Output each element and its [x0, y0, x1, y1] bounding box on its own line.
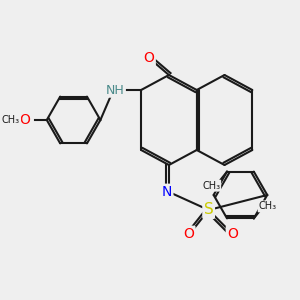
- Text: O: O: [144, 51, 154, 65]
- Text: O: O: [20, 113, 30, 127]
- Text: S: S: [204, 202, 214, 217]
- Text: N: N: [162, 185, 172, 199]
- Text: O: O: [227, 227, 238, 241]
- Text: O: O: [183, 227, 194, 241]
- Text: CH₃: CH₃: [2, 115, 20, 125]
- Text: CH₃: CH₃: [259, 201, 277, 212]
- Text: NH: NH: [106, 83, 125, 97]
- Text: CH₃: CH₃: [202, 181, 220, 190]
